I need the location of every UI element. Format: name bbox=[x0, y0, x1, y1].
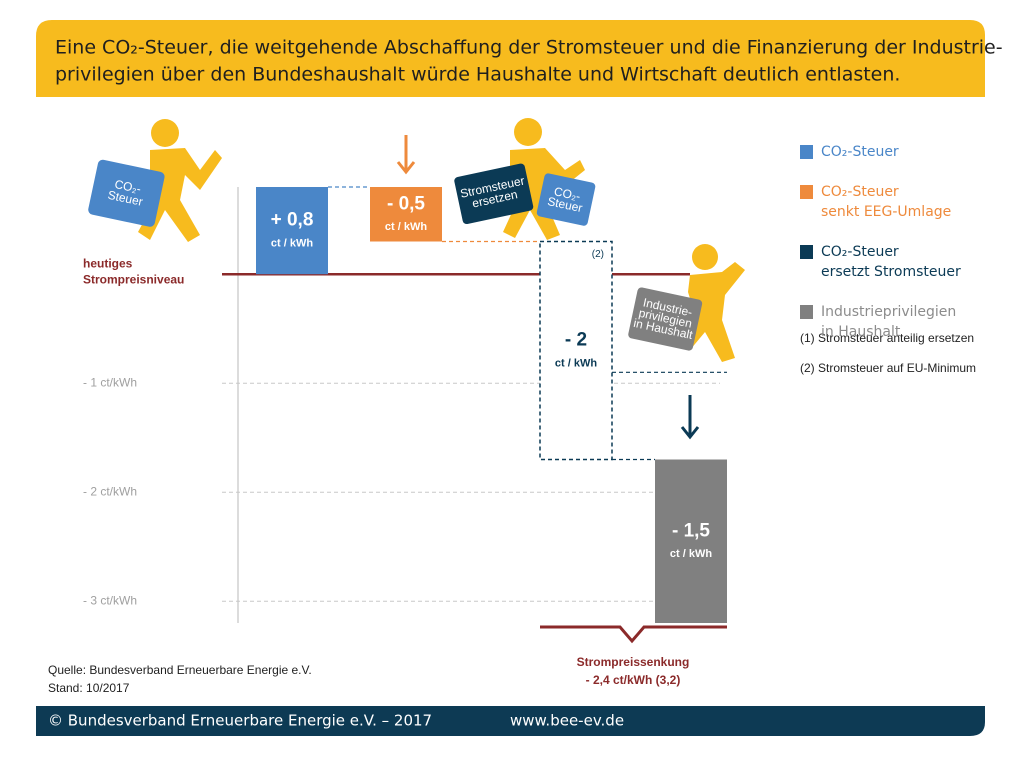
header-title: Eine CO₂-Steuer, die weitgehende Abschaf… bbox=[55, 37, 1003, 59]
suitcase bbox=[536, 173, 596, 226]
suitcase bbox=[628, 287, 703, 351]
value-label: - 1,5 bbox=[672, 520, 710, 541]
bar bbox=[655, 459, 727, 623]
result-bracket bbox=[540, 625, 727, 644]
legend-label: ersetzt Stromsteuer bbox=[821, 264, 961, 280]
legend-label: CO₂-Steuer bbox=[821, 144, 899, 160]
figure-head bbox=[514, 118, 542, 146]
bar-note: (2) bbox=[592, 249, 604, 260]
figure-body bbox=[138, 148, 222, 242]
footnote: (2) Stromsteuer auf EU-Minimum bbox=[800, 361, 976, 375]
source: Quelle: Bundesverband Erneuerbare Energi… bbox=[48, 663, 312, 677]
legend-swatch bbox=[800, 245, 813, 259]
legend-label: CO₂-Steuer bbox=[821, 244, 899, 260]
result-label: - 2,4 ct/kWh (3,2) bbox=[586, 673, 681, 687]
arrow bbox=[396, 135, 416, 175]
legend-swatch bbox=[800, 185, 813, 199]
figure-head bbox=[692, 244, 718, 270]
value-label: - 0,5 bbox=[387, 193, 425, 214]
footer-band bbox=[36, 706, 985, 736]
legend-label: senkt EEG-Umlage bbox=[821, 204, 951, 220]
unit-label: ct / kWh bbox=[555, 357, 597, 369]
suitcase bbox=[454, 163, 534, 225]
legend-swatch bbox=[800, 145, 813, 159]
suitcase bbox=[88, 159, 165, 227]
header-band bbox=[36, 20, 985, 97]
result-title: Strompreissenkung bbox=[577, 655, 690, 669]
figure-head bbox=[151, 119, 179, 147]
footer-right: www.bee-ev.de bbox=[510, 712, 624, 730]
baseline-label: Strompreisniveau bbox=[83, 272, 184, 286]
icons: CO₂- Steuer Stromsteuer ersetzen CO₂- St… bbox=[88, 118, 745, 440]
unit-label: ct / kWh bbox=[385, 221, 427, 233]
bar bbox=[539, 240, 613, 461]
legend-label: Industrieprivilegien bbox=[821, 304, 956, 320]
bar bbox=[370, 187, 442, 242]
figure-body bbox=[680, 262, 745, 362]
header-title: privilegien über den Bundeshaushalt würd… bbox=[55, 64, 900, 86]
bar bbox=[256, 187, 328, 275]
suitcase-label: CO₂- bbox=[113, 177, 142, 196]
y-tick-label: - 1 ct/kWh bbox=[83, 375, 137, 389]
arrow bbox=[680, 395, 700, 440]
legend-label: CO₂-Steuer bbox=[821, 184, 899, 200]
value-label: + 0,8 bbox=[271, 210, 314, 231]
y-tick-label: - 3 ct/kWh bbox=[83, 593, 137, 607]
baseline-label: heutiges bbox=[83, 256, 133, 270]
y-tick-label: - 2 ct/kWh bbox=[83, 484, 137, 498]
legend-swatch bbox=[800, 305, 813, 319]
source: Stand: 10/2017 bbox=[48, 681, 130, 695]
footer-left: © Bundesverband Erneuerbare Energie e.V.… bbox=[48, 712, 432, 730]
footnote: (1) Stromsteuer anteilig ersetzen bbox=[800, 331, 974, 345]
legend-label: in Haushalt bbox=[821, 324, 901, 340]
unit-label: ct / kWh bbox=[271, 238, 313, 250]
unit-label: ct / kWh bbox=[670, 548, 712, 560]
suitcase-label: CO₂- bbox=[553, 184, 582, 203]
value-label: - 2 bbox=[565, 330, 587, 351]
